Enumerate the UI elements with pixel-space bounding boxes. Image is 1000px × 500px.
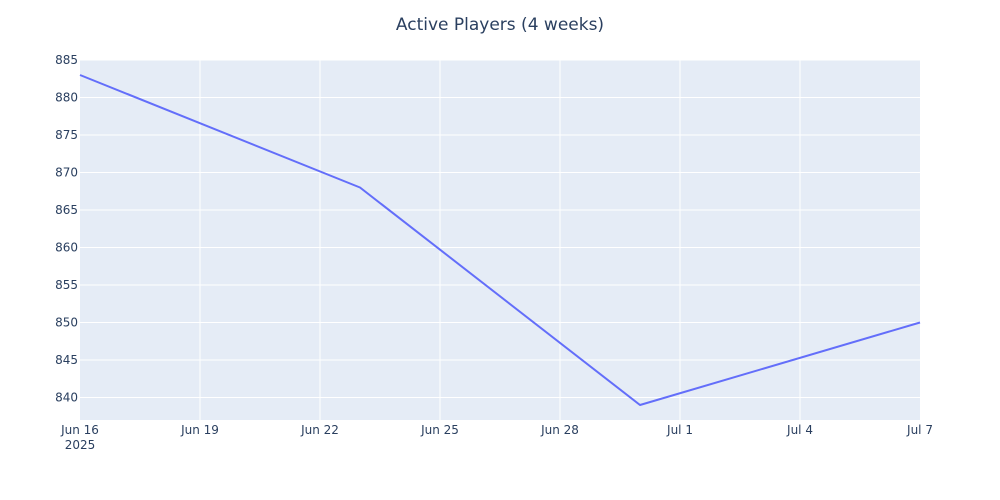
x-tick-label: Jul 1 <box>666 423 693 437</box>
y-tick-label: 865 <box>55 203 78 217</box>
y-tick-label: 880 <box>55 91 78 105</box>
y-tick-label: 875 <box>55 128 78 142</box>
series-layer <box>79 74 921 406</box>
x-tick-label: Jun 28 <box>540 423 579 437</box>
y-tick-label: 855 <box>55 278 78 292</box>
chart-title: Active Players (4 weeks) <box>396 15 604 35</box>
x-tick-label: Jun 22 <box>300 423 339 437</box>
x-tick-label: Jul 4 <box>786 423 813 437</box>
x-tick-label: Jun 25 <box>420 423 459 437</box>
y-tick-label: 870 <box>55 166 78 180</box>
y-tick-label: 885 <box>55 53 78 67</box>
x-tick-label: Jul 7 <box>906 423 933 437</box>
y-tick-label: 850 <box>55 316 78 330</box>
x-tick-sublabel: 2025 <box>65 438 96 452</box>
plot-background <box>80 60 920 420</box>
x-tick-label: Jun 19 <box>180 423 219 437</box>
y-axis-ticks: 840 845 850 855 860 865 870 875 880 885 <box>55 53 78 405</box>
y-tick-label: 860 <box>55 241 78 255</box>
grid <box>80 59 920 420</box>
series-line <box>79 74 921 406</box>
y-tick-label: 845 <box>55 353 78 367</box>
y-tick-label: 840 <box>55 391 78 405</box>
x-tick-label: Jun 16 <box>60 423 99 437</box>
